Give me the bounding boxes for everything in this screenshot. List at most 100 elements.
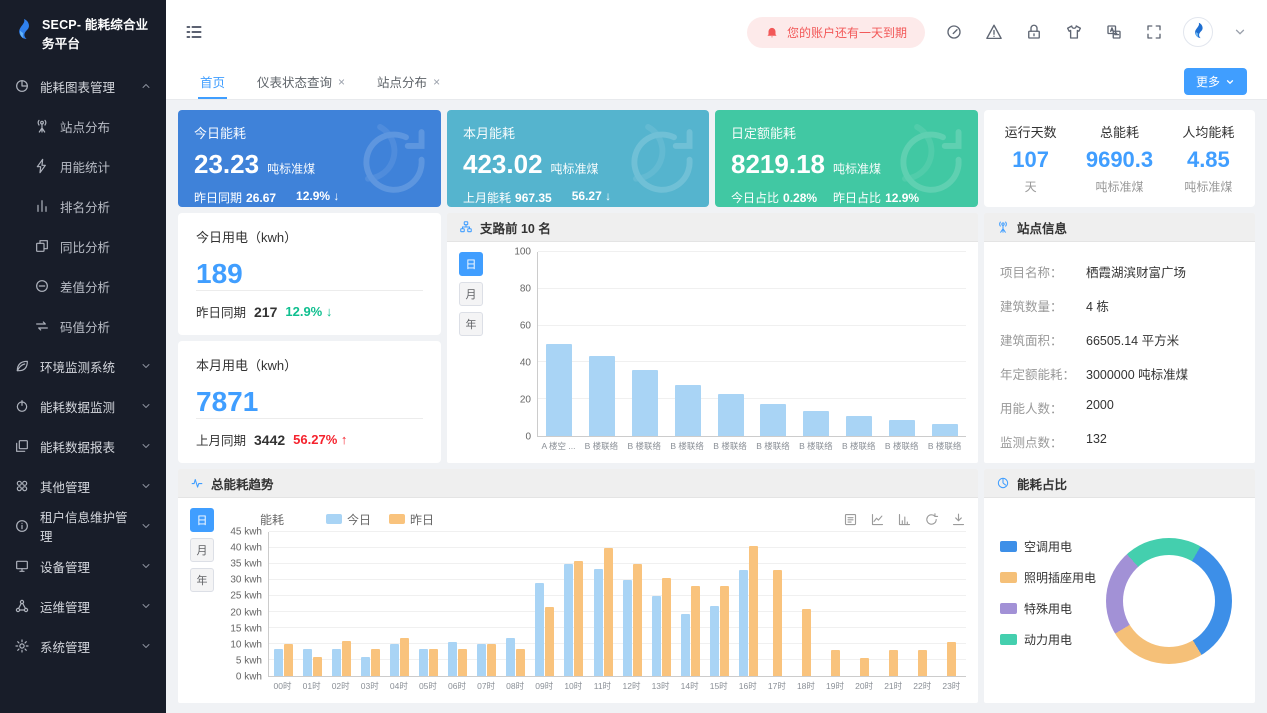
bar-今日-10时[interactable] <box>564 564 574 676</box>
bar-今日-16时[interactable] <box>738 570 748 676</box>
toggle-年[interactable]: 年 <box>190 568 214 592</box>
bar-昨日-22时[interactable] <box>918 650 928 676</box>
sidebar-item-5[interactable]: 租户信息维护管理 <box>0 506 166 546</box>
bar-今日-05时[interactable] <box>419 648 429 676</box>
clock-pie-icon <box>996 476 1010 490</box>
pie-legend-item-特殊用电[interactable]: 特殊用电 <box>1000 600 1096 617</box>
bar-昨日-15时[interactable] <box>719 586 729 676</box>
toggle-日[interactable]: 日 <box>190 508 214 532</box>
translate-icon[interactable] <box>1105 23 1123 41</box>
sidebar-item-7[interactable]: 运维管理 <box>0 586 166 626</box>
bar-昨日-08时[interactable] <box>516 648 526 676</box>
gauge-icon[interactable] <box>945 23 963 41</box>
bar-value-B 楼联络[interactable] <box>931 424 958 436</box>
bar-value-B 楼联络[interactable] <box>589 355 616 436</box>
bar-value-B 楼联络[interactable] <box>717 393 744 436</box>
sidebar-item-4[interactable]: 其他管理 <box>0 466 166 506</box>
bar-昨日-06时[interactable] <box>458 648 468 676</box>
bar-昨日-17时[interactable] <box>772 570 782 676</box>
legend-item-昨日[interactable]: 昨日 <box>389 511 434 528</box>
bar-昨日-13时[interactable] <box>661 578 671 676</box>
sidebar-subitem-同比分析[interactable]: 同比分析 <box>0 226 166 266</box>
bar-今日-01时[interactable] <box>303 648 313 676</box>
bar-昨日-02时[interactable] <box>342 640 352 676</box>
tab-仪表状态查询[interactable]: 仪表状态查询 × <box>241 64 361 99</box>
bar-value-A 楼空 ...[interactable] <box>546 344 573 436</box>
tab-首页[interactable]: 首页 <box>184 64 241 99</box>
fullscreen-icon[interactable] <box>1145 23 1163 41</box>
bar-今日-11时[interactable] <box>593 568 603 676</box>
bar-昨日-09时[interactable] <box>545 607 555 676</box>
bar-昨日-11时[interactable] <box>603 548 613 676</box>
bar-value-B 楼联络[interactable] <box>888 420 915 436</box>
bar-昨日-01时[interactable] <box>313 656 323 676</box>
sidebar-item-6[interactable]: 设备管理 <box>0 546 166 586</box>
bar-今日-06时[interactable] <box>448 642 458 676</box>
bar-chart-icon[interactable] <box>897 512 912 527</box>
sidebar-subitem-码值分析[interactable]: 码值分析 <box>0 306 166 346</box>
line-chart-icon[interactable] <box>870 512 885 527</box>
bar-今日-15时[interactable] <box>709 605 719 676</box>
lock-icon[interactable] <box>1025 23 1043 41</box>
collapse-menu-icon[interactable] <box>184 22 204 42</box>
bar-昨日-16时[interactable] <box>748 546 758 676</box>
close-tab-icon[interactable]: × <box>433 74 441 89</box>
bar-今日-08时[interactable] <box>506 637 516 676</box>
bar-今日-12时[interactable] <box>622 580 632 676</box>
bar-今日-04时[interactable] <box>390 644 400 676</box>
sidebar-subitem-用能统计[interactable]: 用能统计 <box>0 146 166 186</box>
sidebar-item-0[interactable]: 能耗图表管理 <box>0 66 166 106</box>
sidebar-subitem-差值分析[interactable]: 差值分析 <box>0 266 166 306</box>
bar-昨日-07时[interactable] <box>487 644 497 676</box>
warning-icon[interactable] <box>985 23 1003 41</box>
data-view-icon[interactable] <box>843 512 858 527</box>
avatar[interactable] <box>1183 17 1213 47</box>
bar-value-B 楼联络[interactable] <box>803 411 830 436</box>
bar-昨日-19时[interactable] <box>830 650 840 676</box>
sidebar-item-8[interactable]: 系统管理 <box>0 626 166 666</box>
account-expiry-alert[interactable]: 您的账户还有一天到期 <box>746 16 925 48</box>
sidebar-subitem-站点分布[interactable]: 站点分布 <box>0 106 166 146</box>
toggle-日[interactable]: 日 <box>459 252 483 276</box>
user-menu-chevron-down-icon[interactable] <box>1233 25 1247 39</box>
bar-今日-02时[interactable] <box>332 648 342 676</box>
bar-昨日-20时[interactable] <box>859 658 869 676</box>
toggle-月[interactable]: 月 <box>459 282 483 306</box>
pie-legend-item-照明插座用电[interactable]: 照明插座用电 <box>1000 569 1096 586</box>
legend-item-今日[interactable]: 今日 <box>326 511 371 528</box>
bar-昨日-12时[interactable] <box>632 564 642 676</box>
bar-今日-13时[interactable] <box>651 596 661 676</box>
bar-昨日-04时[interactable] <box>400 637 410 676</box>
bar-昨日-23时[interactable] <box>947 642 957 676</box>
sidebar-item-1[interactable]: 环境监测系统 <box>0 346 166 386</box>
bar-昨日-18时[interactable] <box>801 608 811 676</box>
more-tabs-button[interactable]: 更多 <box>1183 68 1247 95</box>
bar-value-B 楼联络[interactable] <box>631 369 658 436</box>
shirt-icon[interactable] <box>1065 23 1083 41</box>
bar-昨日-21时[interactable] <box>889 650 898 676</box>
bar-今日-09时[interactable] <box>535 583 545 676</box>
toggle-月[interactable]: 月 <box>190 538 214 562</box>
sidebar-item-2[interactable]: 能耗数据监测 <box>0 386 166 426</box>
pie-legend-item-空调用电[interactable]: 空调用电 <box>1000 538 1096 555</box>
pie-legend-item-动力用电[interactable]: 动力用电 <box>1000 631 1096 648</box>
bar-昨日-10时[interactable] <box>574 560 584 676</box>
toggle-年[interactable]: 年 <box>459 312 483 336</box>
close-tab-icon[interactable]: × <box>338 74 346 89</box>
bar-昨日-00时[interactable] <box>284 644 294 676</box>
sidebar-subitem-排名分析[interactable]: 排名分析 <box>0 186 166 226</box>
bar-今日-00时[interactable] <box>274 648 284 676</box>
bar-value-B 楼联络[interactable] <box>845 415 872 436</box>
bar-昨日-14时[interactable] <box>690 586 700 676</box>
bar-今日-07时[interactable] <box>477 644 487 676</box>
bar-今日-14时[interactable] <box>680 613 690 676</box>
sidebar-item-3[interactable]: 能耗数据报表 <box>0 426 166 466</box>
download-icon[interactable] <box>951 512 966 527</box>
refresh-icon[interactable] <box>924 512 939 527</box>
bar-value-B 楼联络[interactable] <box>760 403 787 436</box>
bar-今日-03时[interactable] <box>361 656 371 676</box>
bar-昨日-03时[interactable] <box>371 648 381 676</box>
bar-value-B 楼联络[interactable] <box>674 385 701 436</box>
bar-昨日-05时[interactable] <box>429 648 439 676</box>
tab-站点分布[interactable]: 站点分布 × <box>361 64 456 99</box>
